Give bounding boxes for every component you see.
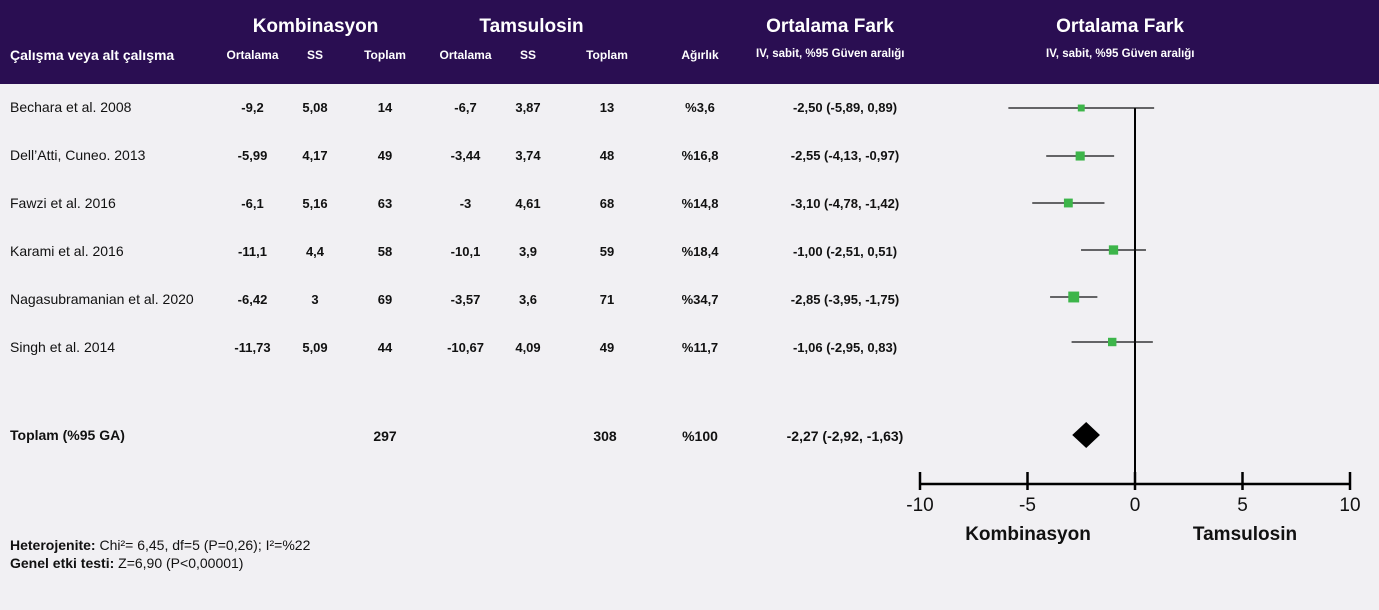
cell-c-sd: 5,08 [302, 100, 328, 115]
pooled-diamond [1072, 422, 1100, 448]
heterogeneity-text: Chi²= 6,45, df=5 (P=0,26); I²=%22 [99, 537, 311, 553]
x-tick-label: 10 [1339, 495, 1360, 516]
heterogeneity-label: Heterojenite: [10, 537, 96, 553]
cell-c-total: 14 [377, 100, 393, 115]
cell-t-sd: 4,09 [515, 340, 541, 355]
cell-t-mean: -3,44 [450, 148, 481, 163]
cell-t-total: 49 [599, 340, 615, 355]
cell-weight: %16,8 [681, 148, 719, 163]
x-tick-label: 5 [1237, 495, 1248, 516]
cell-t-total: 48 [599, 148, 615, 163]
total-tams-count: 308 [593, 428, 617, 444]
mean-difference-title: Ortalama Fark [766, 16, 894, 37]
study-column-header: Çalışma veya alt çalışma [10, 47, 175, 63]
effect-marker [1108, 245, 1119, 255]
total-label: Toplam (%95 GA) [10, 427, 125, 443]
favours-tamsulosin-label: Tamsulosin [1193, 524, 1297, 545]
cell-c-mean: -5,99 [237, 148, 268, 163]
ci-method-plot-header: IV, sabit, %95 Güven aralığı [1046, 48, 1195, 60]
cell-c-mean: -11,73 [234, 340, 271, 355]
cell-weight: %11,7 [681, 340, 719, 355]
tams-total-header: Toplam [586, 48, 628, 62]
cell-c-total: 58 [377, 244, 393, 259]
cell-weight: %34,7 [681, 292, 719, 307]
effect-test-text: Z=6,90 (P<0,00001) [118, 555, 244, 571]
effect-marker [1063, 198, 1073, 208]
study-name: Karami et al. 2016 [10, 243, 124, 259]
cell-t-total: 59 [599, 244, 615, 259]
study-name: Singh et al. 2014 [10, 339, 116, 355]
effect-test-line: Genel etki testi: Z=6,90 (P<0,00001) [10, 555, 243, 571]
tams-mean-header: Ortalama [439, 48, 492, 62]
ci-method-header: IV, sabit, %95 Güven aralığı [756, 48, 905, 60]
cell-c-mean: -6,1 [241, 196, 264, 211]
tams-sd-header: SS [519, 48, 536, 62]
total-combo-count: 297 [373, 428, 397, 444]
cell-t-sd: 3,9 [518, 244, 538, 259]
cell-t-mean: -6,7 [454, 100, 477, 115]
cell-ci: -2,55 (-4,13, -0,97) [790, 148, 900, 163]
heterogeneity-line: Heterojenite: Chi²= 6,45, df=5 (P=0,26);… [10, 537, 310, 553]
cell-c-total: 69 [377, 292, 393, 307]
cell-c-total: 49 [377, 148, 393, 163]
total-weight: %100 [682, 428, 718, 444]
cell-t-sd: 3,87 [515, 100, 541, 115]
cell-ci: -1,00 (-2,51, 0,51) [792, 244, 898, 259]
cell-weight: %14,8 [681, 196, 719, 211]
total-ci: -2,27 (-2,92, -1,63) [786, 428, 904, 444]
study-name: Dell’Atti, Cuneo. 2013 [10, 147, 146, 163]
study-name: Bechara et al. 2008 [10, 99, 132, 115]
table-header: Kombinasyon Tamsulosin Ortalama Fark Ort… [0, 0, 1379, 84]
effect-marker [1107, 337, 1117, 347]
cell-ci: -2,50 (-5,89, 0,89) [792, 100, 898, 115]
cell-c-mean: -6,42 [237, 292, 268, 307]
effect-marker [1075, 151, 1085, 161]
combo-total-header: Toplam [364, 48, 406, 62]
effect-marker [1077, 104, 1085, 112]
cell-c-total: 63 [377, 196, 393, 211]
cell-ci: -2,85 (-3,95, -1,75) [790, 292, 900, 307]
group-tamsulosin-title: Tamsulosin [479, 16, 584, 37]
cell-t-mean: -3,57 [450, 292, 481, 307]
cell-c-sd: 4,17 [302, 148, 328, 163]
cell-weight: %18,4 [681, 244, 719, 259]
cell-c-sd: 5,16 [302, 196, 328, 211]
effect-test-label: Genel etki testi: [10, 555, 115, 571]
cell-t-mean: -10,1 [450, 244, 481, 259]
cell-t-mean: -10,67 [447, 340, 484, 355]
cell-c-total: 44 [377, 340, 393, 355]
cell-t-sd: 3,74 [515, 148, 541, 163]
cell-t-sd: 4,61 [515, 196, 541, 211]
study-name: Fawzi et al. 2016 [10, 195, 116, 211]
group-combination-title: Kombinasyon [252, 16, 379, 37]
favours-combination-label: Kombinasyon [965, 524, 1091, 545]
cell-t-mean: -3 [459, 196, 472, 211]
cell-ci: -1,06 (-2,95, 0,83) [792, 340, 898, 355]
weight-header: Ağırlık [681, 48, 719, 62]
cell-c-sd: 3 [311, 292, 319, 307]
combo-mean-header: Ortalama [226, 48, 279, 62]
x-tick-label: -10 [906, 495, 933, 516]
x-tick-label: -5 [1019, 495, 1036, 516]
cell-c-mean: -9,2 [241, 100, 264, 115]
cell-t-sd: 3,6 [518, 292, 538, 307]
effect-marker [1068, 291, 1080, 303]
cell-c-mean: -11,1 [238, 244, 267, 259]
x-tick-label: 0 [1130, 495, 1141, 516]
cell-c-sd: 5,09 [302, 340, 328, 355]
cell-c-sd: 4,4 [305, 244, 325, 259]
cell-weight: %3,6 [685, 100, 715, 115]
study-name: Nagasubramanian et al. 2020 [10, 291, 194, 307]
cell-t-total: 68 [599, 196, 615, 211]
combo-sd-header: SS [306, 48, 323, 62]
cell-t-total: 71 [599, 292, 615, 307]
cell-ci: -3,10 (-4,78, -1,42) [790, 196, 900, 211]
mean-difference-plot-title: Ortalama Fark [1056, 16, 1184, 37]
cell-t-total: 13 [599, 100, 615, 115]
